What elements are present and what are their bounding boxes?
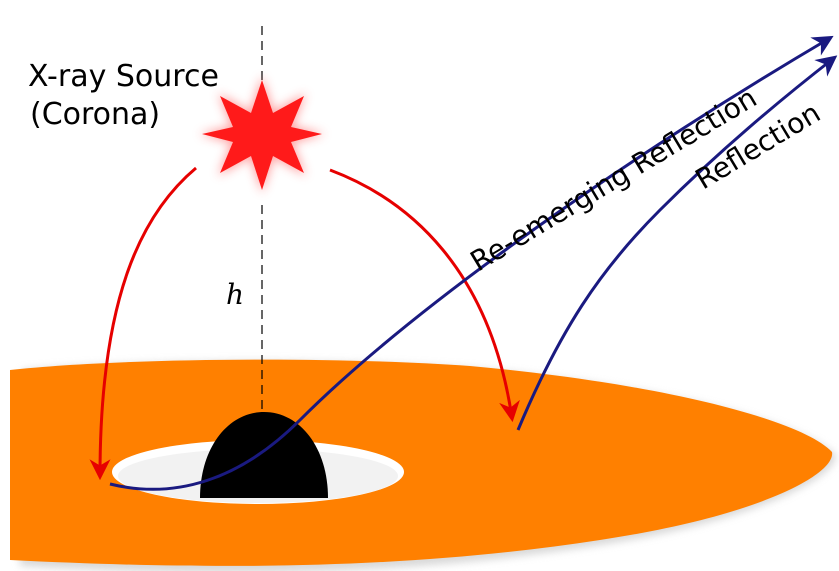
incident-ray-right bbox=[329, 168, 520, 423]
source-label-line2: (Corona) bbox=[30, 97, 160, 132]
incident-ray-left bbox=[89, 166, 197, 481]
xray-source-star-icon bbox=[202, 80, 322, 190]
black-hole bbox=[200, 412, 328, 498]
source-label-line1: X-ray Source bbox=[28, 59, 219, 94]
reemerging-reflection-ray bbox=[109, 35, 834, 491]
accretion-disk bbox=[10, 359, 833, 566]
height-label: h bbox=[226, 278, 244, 311]
reflection-ray bbox=[516, 55, 838, 431]
